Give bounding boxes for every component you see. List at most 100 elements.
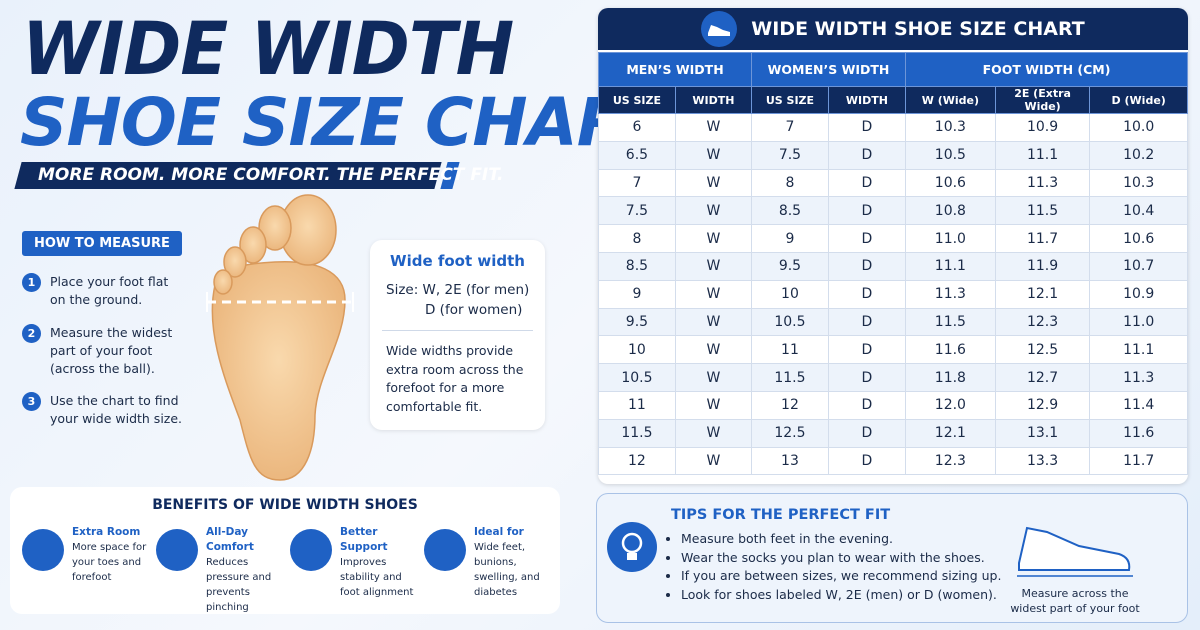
step-text: Use the chart to find your wide width si… (50, 393, 183, 426)
benefits-panel: BENEFITS OF WIDE WIDTH SHOES Extra Room M… (10, 487, 560, 614)
step-number: 2 (22, 324, 41, 343)
table-cell: D (827, 363, 907, 392)
table-cell: 12 (751, 390, 829, 420)
table-cell: D (827, 168, 907, 198)
table-cell: 11 (751, 335, 829, 365)
table-cell: D (827, 196, 907, 226)
table-cell: D (827, 418, 907, 448)
shoe-caption: Measure across the widest part of your f… (1010, 587, 1140, 615)
step-text: Measure the widest part of your foot (ac… (50, 325, 173, 376)
table-cell: D (827, 251, 907, 281)
table-cell: 8 (751, 168, 829, 198)
table-cell: 11 (598, 390, 676, 420)
table-cell: W (674, 168, 753, 198)
table-cell: 7 (751, 113, 829, 142)
table-cell: 11.7 (1089, 446, 1188, 476)
ellipse (223, 246, 247, 278)
callout-card: Wide foot width Size: W, 2E (for men) D … (370, 240, 545, 430)
table-cell: 12.0 (905, 390, 996, 420)
benefit: All-Day Comfort Reduces pressure and prev… (156, 525, 286, 615)
size-table: MEN’S WIDTH WOMEN’S WIDTH FOOT WIDTH (CM) U… (598, 52, 1188, 476)
benefit-title: Extra Room (72, 526, 141, 538)
ellipse (258, 205, 292, 251)
table-cell: D (827, 335, 907, 365)
table-cell: 11.9 (994, 251, 1091, 281)
benefit: Better Support Improves stability and foo… (290, 525, 420, 600)
table-cell: 11.0 (905, 224, 996, 253)
table-cell: 8.5 (751, 196, 829, 226)
table-cell: 11.0 (1089, 307, 1188, 337)
table-cell: 10 (751, 279, 829, 309)
callout-size-men: Size: W, 2E (for men) (386, 282, 530, 298)
title-line1: WIDE WIDTH (22, 5, 514, 93)
step-number: 3 (22, 392, 41, 411)
tip: If you are between sizes, we recommend s… (681, 567, 1001, 586)
table-cell: 7.5 (751, 140, 829, 170)
table-cell: 9 (598, 279, 676, 309)
table-row: 7.5 W 8.5 D 10.8 11.5 10.4 (598, 196, 1188, 226)
table-cell: 8 (598, 224, 676, 253)
benefit-text: Improves stability and foot alignment (340, 557, 414, 598)
table-cell: 11.6 (905, 335, 996, 365)
shoe-icon (701, 11, 738, 47)
table-cell: 11.5 (994, 196, 1091, 226)
circle (621, 532, 643, 554)
column-row: US SIZE WIDTH US SIZE WIDTH W (Wide) 2E (Extr… (598, 86, 1188, 114)
table-cell: 10.9 (994, 113, 1091, 142)
benefit-icon (22, 529, 64, 571)
table-cell: 12.5 (994, 335, 1091, 365)
table-cell: 12.9 (994, 390, 1091, 420)
table-cell: 10.3 (1089, 168, 1188, 198)
table-cell: 11.1 (994, 140, 1091, 170)
table-cell: 7 (598, 168, 676, 198)
table-cell: 12.5 (751, 418, 829, 448)
table-cell: 10.6 (905, 168, 996, 198)
tagline: MORE ROOM. MORE COMFORT. THE PERFECT FIT… (38, 165, 504, 185)
table-row: 6.5 W 7.5 D 10.5 11.1 10.2 (598, 140, 1188, 170)
table-row: 7 W 8 D 10.6 11.3 10.3 (598, 168, 1188, 198)
table-row: 10 W 11 D 11.6 12.5 11.1 (598, 335, 1188, 365)
table-cell: 11.5 (751, 363, 829, 392)
bulb-icon (607, 522, 657, 572)
table-cell: D (827, 307, 907, 337)
table-row: 10.5 W 11.5 D 11.8 12.7 11.3 (598, 363, 1188, 392)
path (1018, 526, 1131, 571)
table-cell: W (674, 390, 753, 420)
table-cell: 11.8 (905, 363, 996, 392)
table-cell: W (674, 279, 753, 309)
column-header: US SIZE (751, 86, 829, 114)
callout-title: Wide foot width (390, 252, 525, 270)
table-cell: 12.7 (994, 363, 1091, 392)
table-cell: 10.9 (1089, 279, 1188, 309)
benefit-text: More space for your toes and forefoot (72, 542, 147, 583)
table-cell: 11.5 (905, 307, 996, 337)
tip: Wear the socks you plan to wear with the… (681, 549, 1001, 568)
table-cell: 13 (751, 446, 829, 476)
table-row: 12 W 13 D 12.3 13.3 11.7 (598, 446, 1188, 476)
group-row: MEN’S WIDTH WOMEN’S WIDTH FOOT WIDTH (CM) (598, 52, 1188, 87)
column-header: US SIZE (598, 86, 676, 114)
how-to-measure-title: HOW TO MEASURE (22, 231, 182, 256)
table-cell: D (827, 446, 907, 476)
benefit-icon (290, 529, 332, 571)
ellipse (213, 269, 233, 295)
table-cell: W (674, 140, 753, 170)
table-cell: 10 (598, 335, 676, 365)
table-row: 8.5 W 9.5 D 11.1 11.9 10.7 (598, 251, 1188, 281)
table-row: 11.5 W 12.5 D 12.1 13.1 11.6 (598, 418, 1188, 448)
benefit-body: All-Day Comfort Reduces pressure and prev… (206, 525, 286, 615)
table-cell: 11.7 (994, 224, 1091, 253)
table-cell: 6.5 (598, 140, 676, 170)
circle (607, 522, 657, 572)
table-cell: D (827, 140, 907, 170)
table-cell: 13.1 (994, 418, 1091, 448)
tip: Measure both feet in the evening. (681, 530, 1001, 549)
table-cell: 11.3 (1089, 363, 1188, 392)
group-header: WOMEN’S WIDTH (751, 52, 906, 87)
benefit: Extra Room More space for your toes and f… (22, 525, 152, 585)
table-row: 6 W 7 D 10.3 10.9 10.0 (598, 113, 1188, 142)
column-header: 2E (Extra Wide) (994, 86, 1091, 114)
benefit-title: Better Support (340, 526, 388, 553)
benefits-title: BENEFITS OF WIDE WIDTH SHOES (152, 497, 418, 513)
